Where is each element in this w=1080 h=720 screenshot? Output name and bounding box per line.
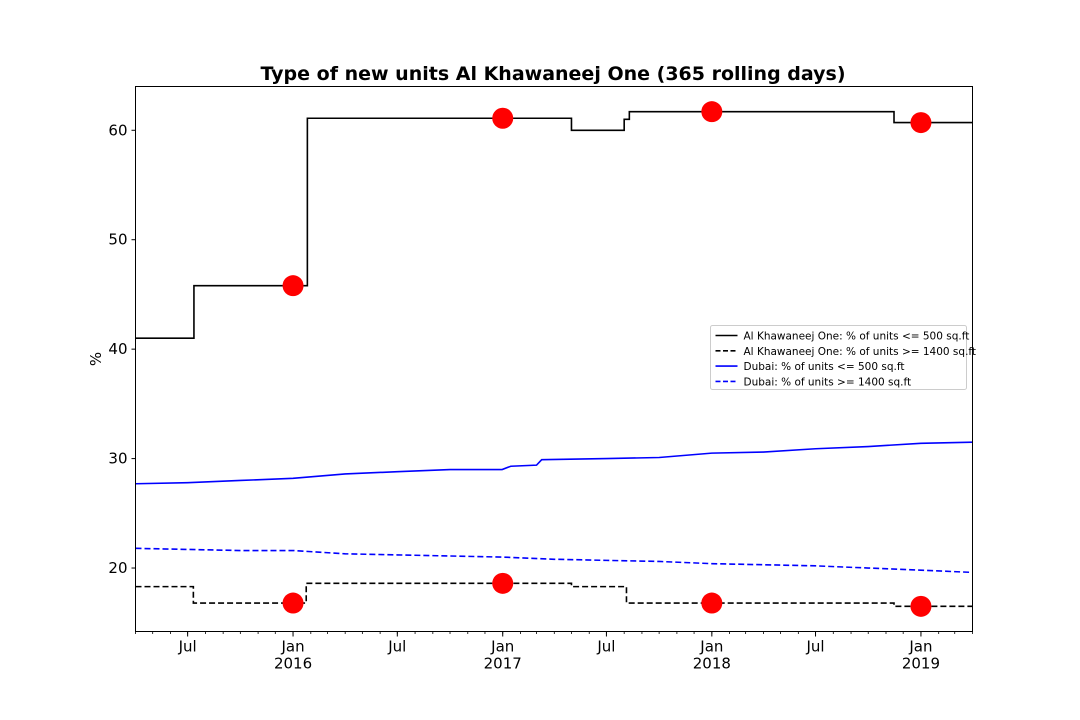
y-tick-label-30: 30 <box>108 450 127 468</box>
series-line-3 <box>135 441 973 485</box>
y-tick-label-50: 50 <box>108 231 127 249</box>
legend-label-1: Al Khawaneej One: % of units <= 500 sq.f… <box>744 331 970 343</box>
series-line-4 <box>135 547 973 574</box>
legend-label-4: Dubai: % of units >= 1400 sq.ft <box>744 376 912 388</box>
y-axis-label: % <box>87 352 105 366</box>
marker-point-7 <box>701 592 723 614</box>
marker-point-5 <box>282 592 304 614</box>
legend-label-3: Dubai: % of units <= 500 sq.ft <box>744 361 905 373</box>
x-tick-year-4: 2017 <box>484 655 522 673</box>
legend-label-2: Al Khawaneej One: % of units >= 1400 sq.… <box>744 346 977 358</box>
x-tick-label-2: Jan <box>280 638 304 656</box>
marker-point-3 <box>701 101 723 123</box>
marker-point-1 <box>282 275 304 297</box>
x-tick-label-8: Jan <box>908 638 932 656</box>
chart-title: Type of new units Al Khawaneej One (365 … <box>260 63 845 85</box>
x-tick-label-4: Jan <box>490 638 514 656</box>
x-tick-year-8: 2019 <box>902 655 940 673</box>
legend-box <box>710 325 967 390</box>
x-tick-year-6: 2018 <box>693 655 731 673</box>
x-tick-label-3: Jul <box>387 638 406 656</box>
series-line-2 <box>135 582 973 608</box>
series-line-1 <box>135 110 973 340</box>
plot-lines <box>135 110 973 608</box>
x-tick-year-2: 2016 <box>274 655 312 673</box>
marker-point-6 <box>492 572 514 594</box>
legend: Al Khawaneej One: % of units <= 500 sq.f… <box>710 325 977 390</box>
x-tick-label-1: Jul <box>178 638 197 656</box>
x-tick-label-6: Jan <box>699 638 723 656</box>
marker-point-2 <box>492 107 514 129</box>
y-tick-label-60: 60 <box>108 121 127 139</box>
y-tick-label-20: 20 <box>108 559 127 577</box>
marker-point-8 <box>910 595 932 617</box>
x-tick-label-5: Jul <box>596 638 615 656</box>
plot-markers <box>282 101 932 617</box>
marker-point-4 <box>910 112 932 134</box>
x-tick-label-7: Jul <box>805 638 824 656</box>
y-tick-label-40: 40 <box>108 340 127 358</box>
y-axis: 20 30 40 50 60 <box>108 121 136 577</box>
